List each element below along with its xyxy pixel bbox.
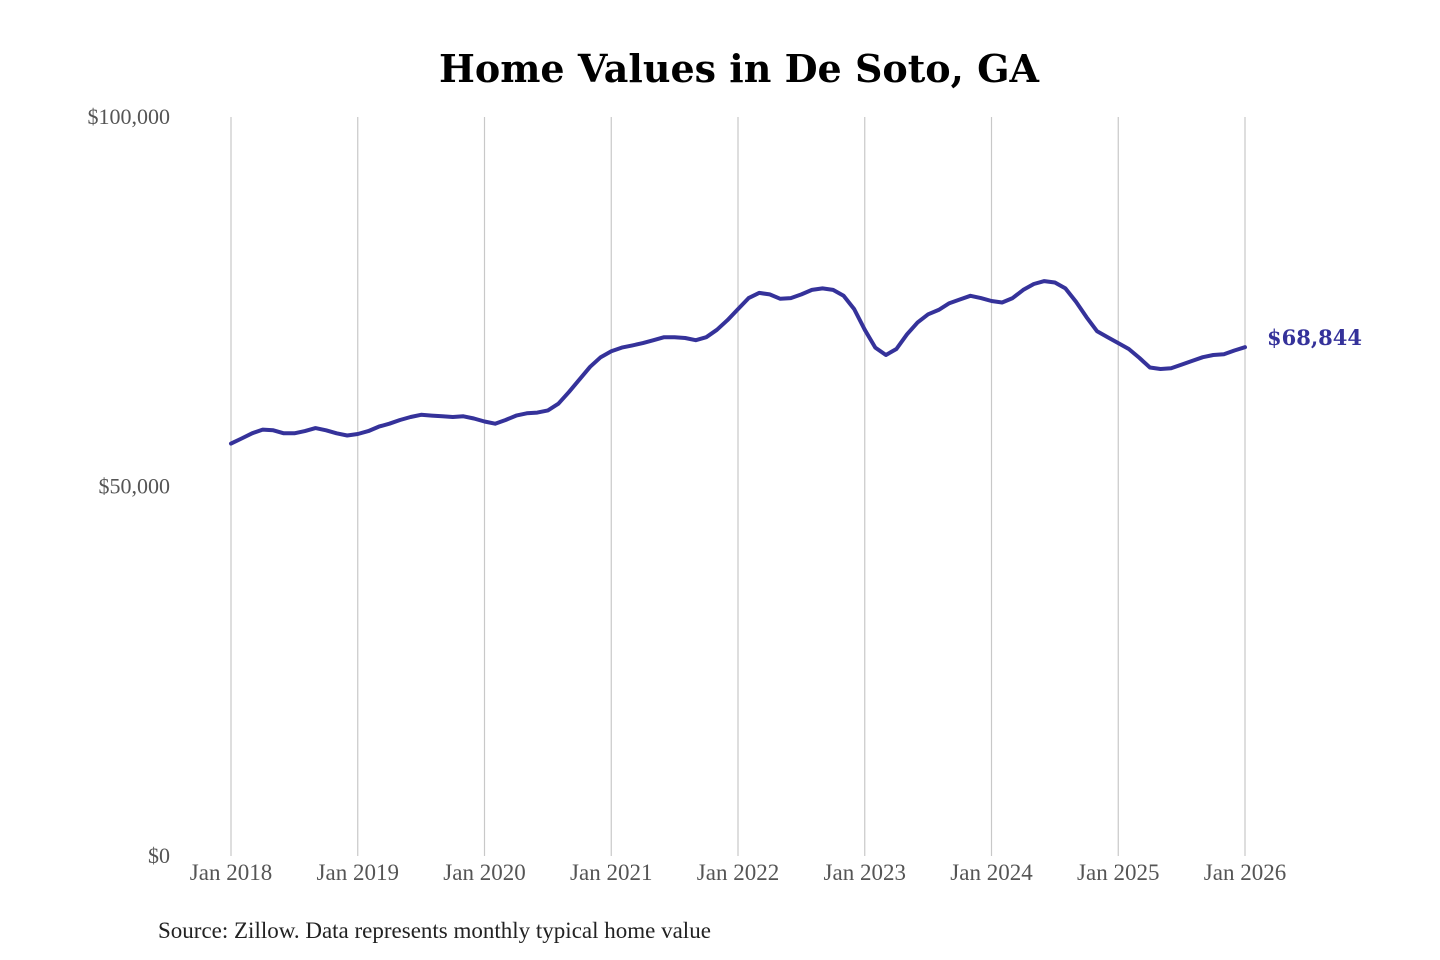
x-tick-label: Jan 2021 (570, 860, 652, 885)
chart-title: Home Values in De Soto, GA (439, 46, 1040, 91)
source-note: Source: Zillow. Data represents monthly … (158, 918, 711, 943)
x-tick-label: Jan 2025 (1077, 860, 1159, 885)
x-tick-label: Jan 2022 (697, 860, 779, 885)
x-tick-label: Jan 2019 (317, 860, 399, 885)
y-tick-label: $0 (148, 843, 170, 868)
x-tick-label: Jan 2026 (1204, 860, 1286, 885)
gridlines (230, 117, 1246, 856)
x-tick-label: Jan 2024 (950, 860, 1033, 885)
x-tick-label: Jan 2018 (190, 860, 272, 885)
y-tick-label: $50,000 (99, 474, 171, 499)
series-line (229, 279, 1247, 446)
x-axis: Jan 2018 Jan 2019 Jan 2020 Jan 2021 Jan 2022… (190, 860, 1286, 885)
x-tick-label: Jan 2020 (443, 860, 525, 885)
end-value-label: $68,844 (1267, 325, 1362, 350)
y-axis: $0 $50,000 $100,000 (88, 104, 171, 868)
y-tick-label: $100,000 (88, 104, 171, 129)
x-tick-label: Jan 2023 (824, 860, 906, 885)
